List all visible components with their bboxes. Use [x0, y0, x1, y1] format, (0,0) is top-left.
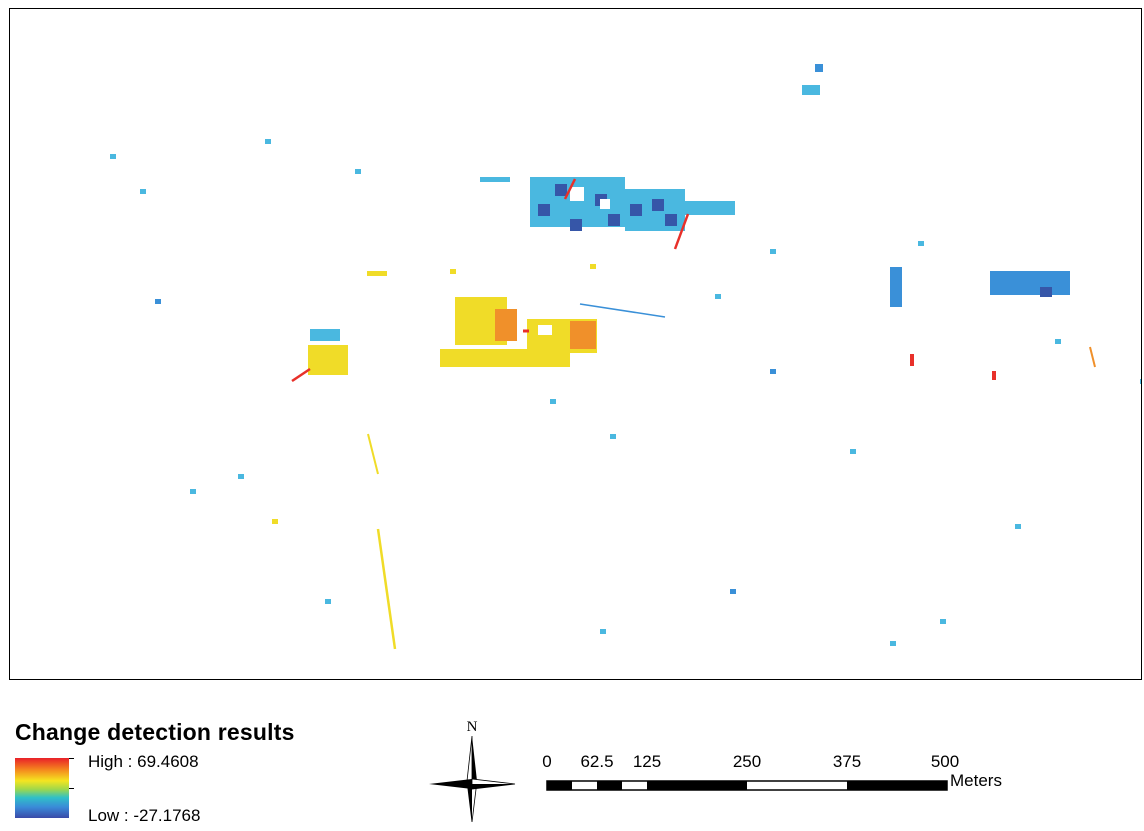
change-patch-blue [990, 271, 1070, 295]
change-speckle [272, 519, 278, 524]
change-speckle [190, 489, 196, 494]
map-frame [9, 8, 1142, 680]
change-patch-blue [815, 64, 823, 72]
change-speckle [265, 139, 271, 144]
legend-ramp-tick-high [69, 758, 74, 759]
change-speckle [940, 619, 946, 624]
change-patch-blue [890, 267, 902, 307]
change-speckle [140, 189, 146, 194]
change-patch-dark-blue [538, 204, 550, 216]
change-patch-yellow [308, 345, 348, 375]
change-patch-yellow-cluster [440, 349, 570, 367]
change-speckle [238, 474, 244, 479]
change-streak-blue [579, 303, 666, 318]
change-streak-orange [1089, 346, 1096, 368]
scale-label-0: 0 [542, 752, 552, 771]
change-speckle [1055, 339, 1061, 344]
legend-low-label: Low : -27.1768 [88, 806, 201, 825]
scale-units-label: Meters [950, 771, 1002, 790]
change-speckle [730, 589, 736, 594]
change-speckle [770, 369, 776, 374]
change-patch-blue-cluster [685, 201, 735, 215]
change-speckle [1015, 524, 1021, 529]
change-speckle [590, 264, 596, 269]
scale-label-250: 250 [732, 752, 762, 771]
scale-label-500: 500 [930, 752, 960, 771]
change-streak-yellow [376, 528, 397, 650]
north-arrow-icon: N [429, 719, 516, 822]
change-speckle [600, 629, 606, 634]
change-streak [673, 213, 690, 250]
change-speckle [715, 294, 721, 299]
scale-bar [546, 780, 948, 791]
change-speckle [110, 154, 116, 159]
legend-ramp-tick-mid [69, 788, 74, 789]
change-speckle [610, 434, 616, 439]
change-patch-yellow [367, 271, 387, 276]
change-patch-orange [570, 321, 596, 349]
change-speckle [890, 641, 896, 646]
north-label: N [467, 719, 478, 735]
change-speckle [770, 249, 776, 254]
legend-title: Change detection results [15, 719, 295, 745]
gap-patch [570, 187, 584, 201]
change-patch [480, 177, 510, 182]
change-speckle [1140, 379, 1141, 384]
change-speckle [918, 241, 924, 246]
change-speckle [850, 449, 856, 454]
gap-patch [538, 325, 552, 335]
change-speckle [450, 269, 456, 274]
change-speckle [550, 399, 556, 404]
change-speckle [155, 299, 161, 304]
legend-high-label: High : 69.4608 [88, 752, 199, 771]
change-patch-dark-blue [570, 219, 582, 231]
change-patch-dark-blue [630, 204, 642, 216]
legend-color-ramp [15, 758, 69, 818]
scale-label-375: 375 [832, 752, 862, 771]
change-patch-red [992, 371, 996, 380]
change-streak-yellow [367, 433, 379, 475]
scale-label-125: 125 [632, 752, 662, 771]
change-patch-dark-blue [665, 214, 677, 226]
gap-patch [600, 199, 610, 209]
change-patch-dark-blue [555, 184, 567, 196]
change-streak [291, 367, 311, 383]
scale-label-62-5: 62.5 [580, 752, 614, 771]
change-detection-map [110, 64, 1141, 650]
change-patch-blue [802, 85, 820, 95]
change-patch-dark-blue [1040, 287, 1052, 297]
change-patch-blue [310, 329, 340, 341]
change-speckle [355, 169, 361, 174]
change-patch-dark-blue [608, 214, 620, 226]
change-patch-dark-blue [652, 199, 664, 211]
change-patch-orange [495, 309, 517, 341]
change-streak [563, 178, 577, 200]
change-speckle [325, 599, 331, 604]
change-patch-red [910, 354, 914, 366]
